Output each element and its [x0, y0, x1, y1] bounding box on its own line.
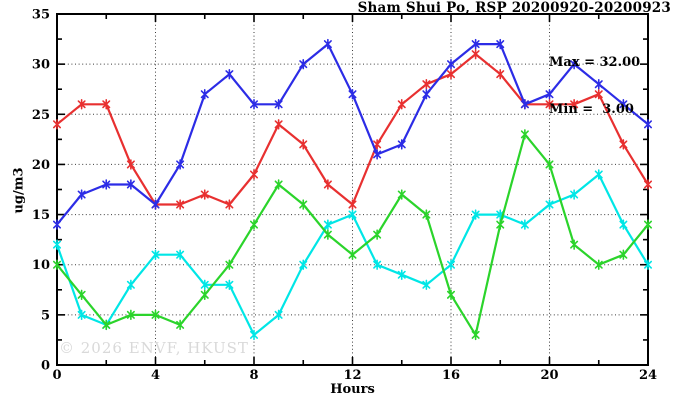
series-green-line-markers: [53, 129, 652, 341]
y-axis-tick-label: 0: [41, 359, 50, 374]
x-axis-tick-label: 24: [639, 368, 657, 383]
y-axis-tick-label: 10: [32, 258, 50, 273]
x-axis-tick-label: 0: [52, 368, 61, 383]
x-axis-tick-label: 4: [151, 368, 160, 383]
y-axis-tick-label: 15: [32, 208, 50, 223]
stats-annotation: Max = 32.00 Min = 3.00: [549, 24, 640, 148]
x-axis-tick-label: 20: [540, 368, 558, 383]
series-blue-line-markers: [53, 38, 652, 230]
x-axis-title: Hours: [330, 382, 375, 397]
max-value-label: Max = 32.00: [549, 55, 641, 70]
min-value-label: Min = 3.00: [549, 101, 634, 117]
y-axis-tick-label: 35: [32, 8, 50, 23]
y-axis-tick-label: 20: [32, 158, 50, 173]
y-axis-tick-label: 25: [32, 108, 50, 123]
y-axis-tick-label: 5: [41, 308, 50, 323]
x-axis-tick-label: 12: [343, 368, 361, 383]
x-axis-tick-label: 8: [249, 368, 258, 383]
y-axis-title: ug/m3: [11, 167, 27, 214]
y-axis-tick-label: 30: [32, 58, 50, 73]
watermark: © 2026 ENVF, HKUST: [59, 339, 249, 357]
chart-title: Sham Shui Po, RSP 20200920-20200923: [357, 0, 671, 16]
x-axis-tick-label: 16: [442, 368, 460, 383]
